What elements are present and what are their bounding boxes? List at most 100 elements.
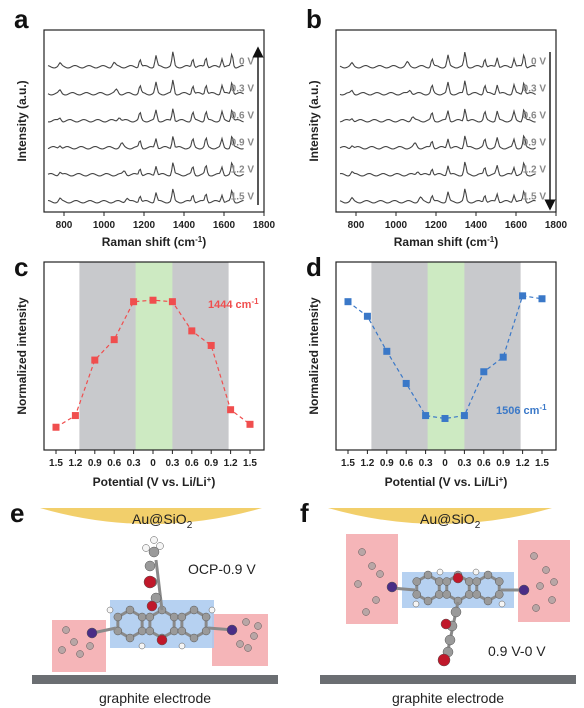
carbon-atom xyxy=(495,590,504,599)
x-tick-label: 0.6 xyxy=(399,458,413,469)
carbon-atom xyxy=(113,612,123,622)
data-point xyxy=(344,298,352,306)
alkyl-atom xyxy=(376,570,384,578)
alkyl-atom xyxy=(362,608,370,616)
alkyl-atom xyxy=(354,580,362,588)
x-tick-label: 0.9 xyxy=(204,458,218,469)
au-sio2-label-e: Au@SiO2 xyxy=(132,511,193,531)
electrode-label-e: graphite electrode xyxy=(99,690,211,706)
x-tick-label: 1000 xyxy=(93,220,116,231)
nitrogen-atom xyxy=(518,584,530,596)
normalized-plot-d: 1.5 1.2 0.9 0.6 0.3 0 0.3 0.6 0.9 1.2 1.5 1506 cm-… xyxy=(307,261,557,489)
carbon-atom xyxy=(423,596,433,606)
nitrogen-atom xyxy=(226,624,238,636)
hydrogen-atom xyxy=(472,568,480,576)
amine-group-right-e xyxy=(212,614,268,666)
carbon-atom xyxy=(442,590,451,599)
x-tick-label: 1.2 xyxy=(224,458,238,469)
data-point xyxy=(499,353,507,361)
hydrogen-atom xyxy=(156,542,164,550)
raman-plot-a: 0 V 0.3 V 0.6 V 0.9 V 1.2 V 1.5 V 800 1000 1200… xyxy=(15,29,276,249)
potential-label: 0.3 V xyxy=(231,84,255,95)
xlabel-c: Potential (V vs. Li/Li+) xyxy=(93,475,216,489)
data-point xyxy=(227,406,235,414)
potential-label: 0.6 V xyxy=(231,111,255,122)
annotation-1506: 1506 cm-1 xyxy=(496,403,547,417)
carbon-atom xyxy=(137,612,147,622)
potential-label: 1.5 V xyxy=(231,192,255,203)
alkyl-atom xyxy=(242,618,250,626)
data-point xyxy=(52,423,60,431)
alkyl-atom xyxy=(70,638,78,646)
nitrogen-atom xyxy=(86,627,98,639)
panel-letter-e: e xyxy=(10,498,24,528)
data-point xyxy=(363,312,371,320)
carbon-atom xyxy=(412,590,421,599)
potential-label: 1.2 V xyxy=(523,165,547,176)
carbon-atom xyxy=(201,612,211,622)
alkyl-atom xyxy=(236,640,244,648)
x-tick-label: 1200 xyxy=(425,220,448,231)
au-sio2-particle-f xyxy=(328,508,552,524)
potential-label: 0.6 V xyxy=(523,111,547,122)
x-tick-label: 0.3 xyxy=(165,458,179,469)
alkyl-atom xyxy=(548,596,556,604)
data-point xyxy=(519,292,527,300)
state-label-e: OCP-0.9 V xyxy=(188,561,256,577)
potential-label: 0.9 V xyxy=(231,138,255,149)
x-tick-label: 1600 xyxy=(213,220,236,231)
ylabel-b: Intensity (a.u.) xyxy=(307,80,321,161)
carbon-atom xyxy=(169,612,179,622)
carbon-atom xyxy=(169,626,179,636)
hydrogen-atom xyxy=(178,642,186,650)
data-point xyxy=(130,298,138,306)
plot-frame-c xyxy=(43,261,265,451)
spectrum-0V xyxy=(47,51,244,69)
alkyl-atom xyxy=(86,642,94,650)
x-tick-label: 0 xyxy=(150,458,156,469)
graphite-electrode-f xyxy=(320,675,576,684)
raman-plot-b: 0 V 0.3 V 0.6 V 0.9 V 1.2 V 1.5 V 800 1000 1200… xyxy=(307,29,568,249)
spectrum-0.3V xyxy=(47,79,244,96)
carbon-atom xyxy=(412,577,421,586)
carbon-atom xyxy=(495,577,504,586)
alkyl-atom xyxy=(254,622,262,630)
molecule-e xyxy=(58,536,262,658)
panel-letter-d: d xyxy=(306,252,322,282)
x-tick-label: 0.3 xyxy=(127,458,141,469)
x-tick-label: 0.3 xyxy=(457,458,471,469)
x-tick-label: 1400 xyxy=(465,220,488,231)
hydrogen-atom xyxy=(150,536,158,544)
data-point xyxy=(71,412,79,420)
alkyl-atom xyxy=(62,626,70,634)
plot-frame-a xyxy=(43,29,265,213)
oxygen-atom xyxy=(156,634,168,646)
carbon-atom xyxy=(472,577,481,586)
x-tick-label: 0.6 xyxy=(185,458,199,469)
potential-label: 0 V xyxy=(531,57,546,68)
x-tick-label: 1800 xyxy=(253,220,276,231)
nitrogen-atom xyxy=(386,581,398,593)
carbon-atom xyxy=(472,590,481,599)
alkyl-atom xyxy=(536,582,544,590)
x-tick-label: 1.5 xyxy=(341,458,355,469)
x-tick-label: 1200 xyxy=(133,220,156,231)
carbon-atom xyxy=(189,633,199,643)
oxygen-atom xyxy=(146,600,158,612)
annotation-1444: 1444 cm-1 xyxy=(208,297,259,311)
x-tick-label: 0.6 xyxy=(477,458,491,469)
x-tick-label: 1400 xyxy=(173,220,196,231)
x-tick-label: 1.2 xyxy=(360,458,374,469)
carbon-atom xyxy=(125,605,135,615)
spectrum-1.2V xyxy=(339,161,536,177)
xlabel-d: Potential (V vs. Li/Li+) xyxy=(385,475,508,489)
oxygen-atom xyxy=(143,575,157,589)
molecule-f xyxy=(354,548,558,667)
oxygen-atom xyxy=(452,572,464,584)
amine-group-right-f xyxy=(518,540,570,622)
panel-letter-f: f xyxy=(300,498,309,528)
panel-letter-b: b xyxy=(306,4,322,34)
spectrum-0V xyxy=(339,51,536,69)
carbon-atom xyxy=(444,634,456,646)
